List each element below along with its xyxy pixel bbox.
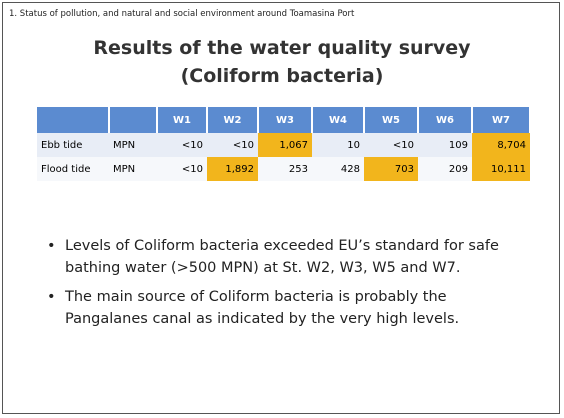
header-row: W1 W2 W3 W4 W5 W6 W7: [37, 107, 531, 133]
value-cell: 8,704: [472, 133, 530, 157]
value-cell: <10: [157, 157, 207, 181]
header-cell: [37, 107, 110, 133]
value-cell: 253: [258, 157, 312, 181]
column-header: W5: [364, 107, 419, 133]
data-row: Ebb tide MPN <10 <10 1,067 10 <10 109 8,704: [37, 133, 530, 157]
results-table: W1 W2 W3 W4 W5 W6 W7 Ebb tide MPN <10 <10 1,067 10 <1…: [37, 107, 531, 181]
bullet-dot: •: [47, 238, 56, 254]
row-label: Ebb tide: [37, 133, 109, 157]
value-cell: <10: [157, 133, 207, 157]
column-header: W1: [157, 107, 208, 133]
bullet: • Levels of Coliform bacteria exceeded EU…: [47, 235, 517, 279]
value-cell: 10: [312, 133, 364, 157]
value-cell: <10: [364, 133, 418, 157]
value-cell: 1,067: [258, 133, 312, 157]
row-label: Flood tide: [37, 157, 109, 181]
value-cell: 1,892: [207, 157, 258, 181]
value-cell: 428: [312, 157, 364, 181]
title: Results of the water quality survey: [93, 37, 471, 59]
column-header: W7: [472, 107, 531, 133]
slide: 1. Status of pollution, and natural and …: [2, 2, 560, 414]
value-cell: 10,111: [472, 157, 530, 181]
subtitle: (Coliform bacteria): [180, 65, 384, 87]
column-header: W3: [258, 107, 313, 133]
bullet-text: Levels of Coliform bacteria exceeded EU’…: [65, 238, 499, 276]
bullet: • The main source of Coliform bacteria is…: [47, 286, 517, 330]
value-cell: 703: [364, 157, 418, 181]
unit: MPN: [109, 133, 157, 157]
bullet-text: The main source of Coliform bacteria is …: [65, 289, 460, 327]
column-header: W2: [207, 107, 259, 133]
value-cell: 209: [418, 157, 472, 181]
unit: MPN: [109, 157, 157, 181]
bullet-dot: •: [47, 289, 56, 305]
data-row: Flood tide MPN <10 1,892 253 428 703 209 10,111: [37, 157, 530, 181]
column-header: W6: [418, 107, 473, 133]
header-cell: [109, 107, 158, 133]
column-header: W4: [312, 107, 365, 133]
value-cell: 109: [418, 133, 472, 157]
value-cell: <10: [207, 133, 258, 157]
section-header: 1. Status of pollution, and natural and …: [9, 9, 355, 19]
